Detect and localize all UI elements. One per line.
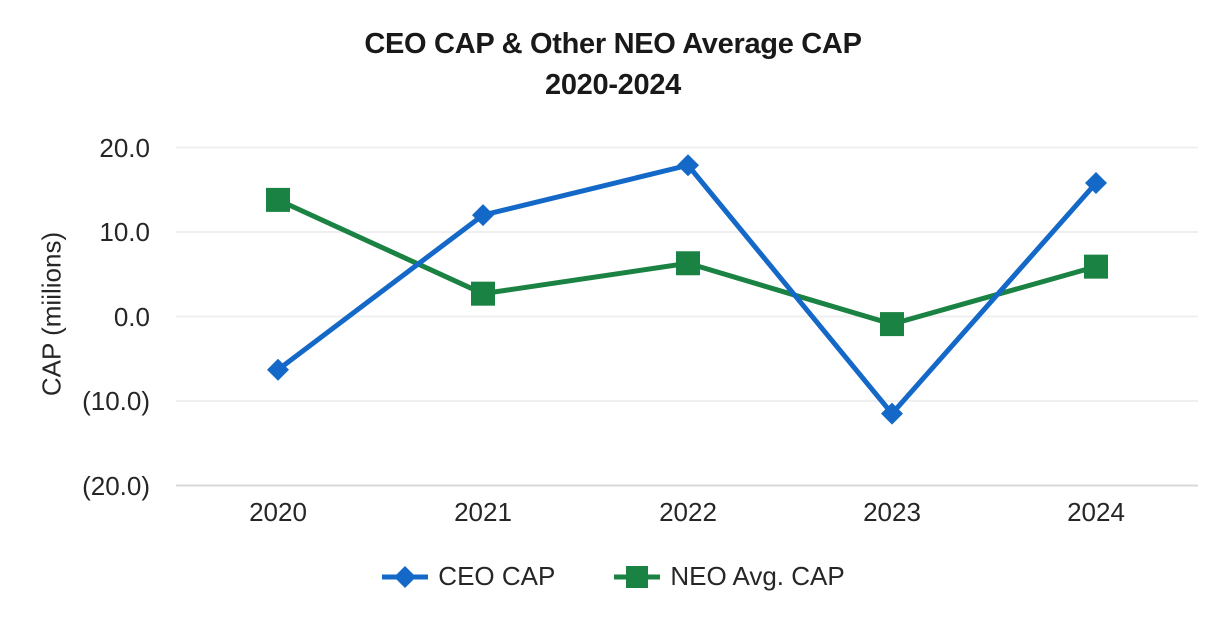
y-axis-tick-labels: 20.0 10.0 0.0 (10.0) (20.0) [0,0,150,640]
chart-title-line2: 2020-2024 [545,69,681,101]
y-tick-label: 20.0 [99,132,150,163]
legend-label-ceo-cap: CEO CAP [438,561,556,591]
diamond-marker [881,402,903,425]
y-tick-label: (20.0) [82,470,150,501]
chart-title: CEO CAP & Other NEO Average CAP 2020-202… [0,24,1226,106]
square-marker [880,312,904,337]
x-axis-label: 2022 [659,497,717,527]
square-marker [266,187,290,212]
x-axis-label: 2023 [863,497,921,527]
diamond-marker [472,204,494,227]
neo-avg-cap-series-marker-icon [614,565,661,588]
legend-item-ceo-cap: CEO CAP [381,561,555,592]
square-marker [676,251,700,276]
chart-title-line1: CEO CAP & Other NEO Average CAP [364,28,862,60]
x-axis-label: 2024 [1067,497,1125,527]
diamond-marker [1085,171,1107,194]
legend-label-neo-avg-cap: NEO Avg. CAP [670,561,845,591]
x-axis-label: 2021 [454,497,512,527]
legend: CEO CAP NEO Avg. CAP [0,561,1226,592]
legend-item-neo-avg-cap: NEO Avg. CAP [613,561,845,592]
square-marker [471,281,495,306]
diamond-marker [677,154,699,177]
y-tick-label: 0.0 [113,301,150,332]
ceo-cap-series-marker-icon [382,565,429,588]
y-tick-label: 10.0 [99,217,150,247]
x-axis-label: 2020 [249,497,307,527]
y-tick-label: (10.0) [82,386,150,416]
diamond-marker [267,358,289,381]
square-marker [1084,254,1108,279]
